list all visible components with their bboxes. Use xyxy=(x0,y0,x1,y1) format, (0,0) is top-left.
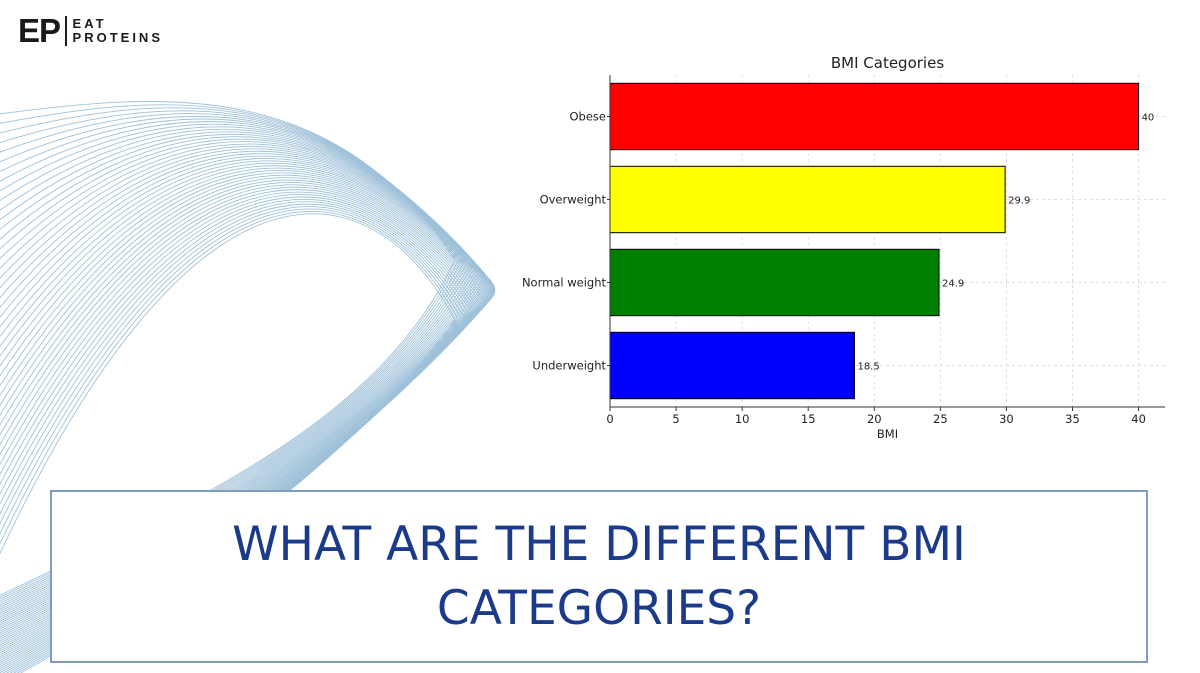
headline-banner: WHAT ARE THE DIFFERENT BMI CATEGORIES? xyxy=(50,490,1148,663)
headline: WHAT ARE THE DIFFERENT BMI CATEGORIES? xyxy=(232,517,966,636)
x-tick-label: 0 xyxy=(606,412,613,426)
x-tick-label: 25 xyxy=(933,412,948,426)
data-label: 24.9 xyxy=(942,279,964,290)
data-label: 18.5 xyxy=(857,362,879,373)
x-tick-label: 35 xyxy=(1065,412,1080,426)
x-tick-label: 10 xyxy=(735,412,750,426)
chart-title: BMI Categories xyxy=(831,54,944,72)
logo-word-proteins: PROTEINS xyxy=(72,29,163,45)
category-label: Obese xyxy=(570,110,607,124)
x-tick-label: 5 xyxy=(672,412,679,426)
data-label: 29.9 xyxy=(1008,196,1030,207)
x-tick-label: 20 xyxy=(867,412,882,426)
category-label: Underweight xyxy=(532,359,606,373)
x-tick-label: 30 xyxy=(999,412,1014,426)
eat-proteins-logo: EP EAT PROTEINS xyxy=(18,14,163,47)
bar-underweight xyxy=(609,331,855,400)
x-tick-label: 40 xyxy=(1131,412,1146,426)
data-label: 40 xyxy=(1142,113,1155,124)
bar-overweight xyxy=(609,165,1006,234)
category-label: Normal weight xyxy=(522,276,607,290)
logo-mark: EP xyxy=(18,12,61,49)
x-tick-label: 15 xyxy=(801,412,816,426)
logo-divider xyxy=(65,15,67,46)
bar-obese xyxy=(609,82,1140,151)
bmi-bar-chart: BMI Categories 18.5 Underweight 24.9 Normal … xyxy=(522,54,1165,441)
logo-wordmark: EAT PROTEINS xyxy=(73,17,163,44)
logo-word-eat: EAT xyxy=(72,16,107,32)
x-axis-label: BMI xyxy=(877,427,898,441)
category-label: Overweight xyxy=(540,193,607,207)
bar-normal-weight xyxy=(609,248,940,317)
